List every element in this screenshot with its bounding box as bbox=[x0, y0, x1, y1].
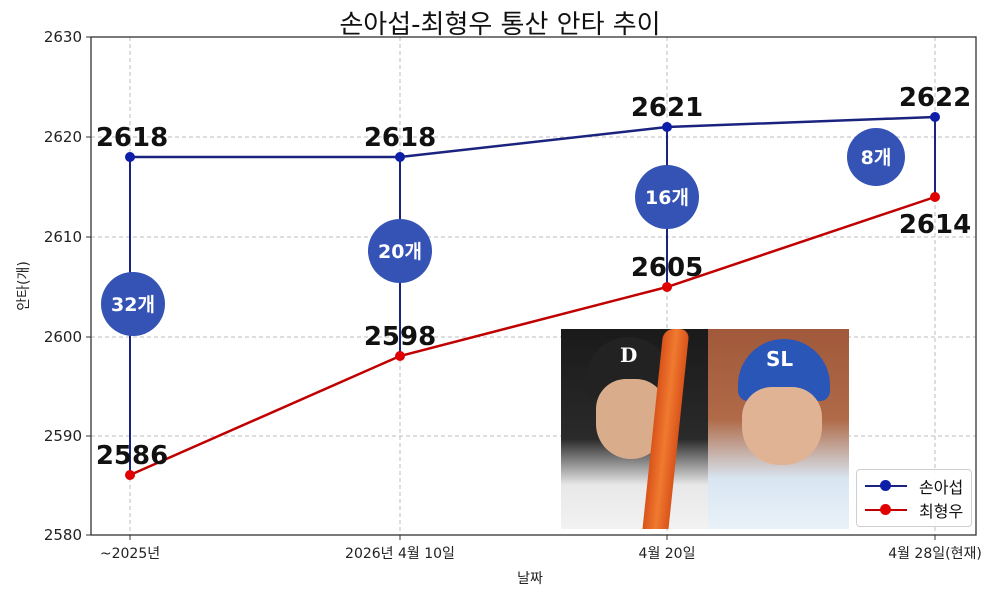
legend-item-choi: 최형우 bbox=[865, 499, 963, 521]
y-axis-label: 안타(개) bbox=[16, 261, 32, 311]
y-axis: 2630 2620 2610 2600 2590 2580 bbox=[44, 28, 82, 544]
svg-text:16개: 16개 bbox=[645, 187, 689, 209]
series-line-choi bbox=[129, 195, 936, 477]
data-label-son: 2621 bbox=[631, 93, 703, 123]
legend: 손아섭 최형우 bbox=[856, 469, 972, 527]
legend-item-son: 손아섭 bbox=[865, 475, 963, 497]
svg-text:20개: 20개 bbox=[378, 241, 422, 263]
gap-bubble: 8개 bbox=[847, 128, 905, 186]
y-tick-label: 2610 bbox=[44, 228, 82, 246]
svg-text:32개: 32개 bbox=[111, 294, 155, 316]
gap-bubble: 16개 bbox=[635, 165, 699, 229]
x-tick-label: 2026년 4월 10일 bbox=[345, 546, 455, 562]
legend-swatch-son bbox=[865, 480, 907, 491]
player-photo-son: D bbox=[561, 329, 708, 529]
choi-markers bbox=[125, 192, 940, 480]
son-markers bbox=[125, 112, 940, 162]
x-axis-label: 날짜 bbox=[517, 571, 543, 587]
legend-swatch-choi bbox=[865, 504, 907, 515]
x-tick-label: ~2025년 bbox=[100, 546, 160, 562]
y-tick-label: 2620 bbox=[44, 128, 82, 146]
y-tick-label: 2630 bbox=[44, 28, 82, 46]
x-tick-label: 4월 28일(현재) bbox=[888, 546, 982, 562]
data-label-son: 2622 bbox=[899, 83, 971, 113]
series-line-son bbox=[130, 115, 936, 159]
data-label-choi: 2614 bbox=[899, 210, 971, 240]
gap-bubble: 32개 bbox=[101, 272, 165, 336]
plot-frame bbox=[90, 36, 977, 536]
x-tick-label: 4월 20일 bbox=[639, 546, 696, 562]
y-tick-label: 2590 bbox=[44, 427, 82, 445]
data-label-choi: 2598 bbox=[364, 322, 436, 352]
data-label-choi: 2586 bbox=[96, 441, 168, 471]
data-label-son: 2618 bbox=[96, 123, 168, 153]
player-photo-choi: SL bbox=[708, 329, 849, 529]
x-axis: ~2025년 2026년 4월 10일 4월 20일 4월 28일(현재) bbox=[100, 546, 982, 562]
data-label-choi: 2605 bbox=[631, 253, 703, 283]
y-tick-label: 2600 bbox=[44, 328, 82, 346]
player-photos: D SL bbox=[561, 329, 849, 529]
chart-title: 손아섭-최형우 통산 안타 추이 bbox=[339, 10, 661, 40]
data-label-son: 2618 bbox=[364, 123, 436, 153]
y-tick-label: 2580 bbox=[44, 526, 82, 544]
gap-bubble: 20개 bbox=[368, 219, 432, 283]
svg-text:8개: 8개 bbox=[861, 147, 892, 169]
